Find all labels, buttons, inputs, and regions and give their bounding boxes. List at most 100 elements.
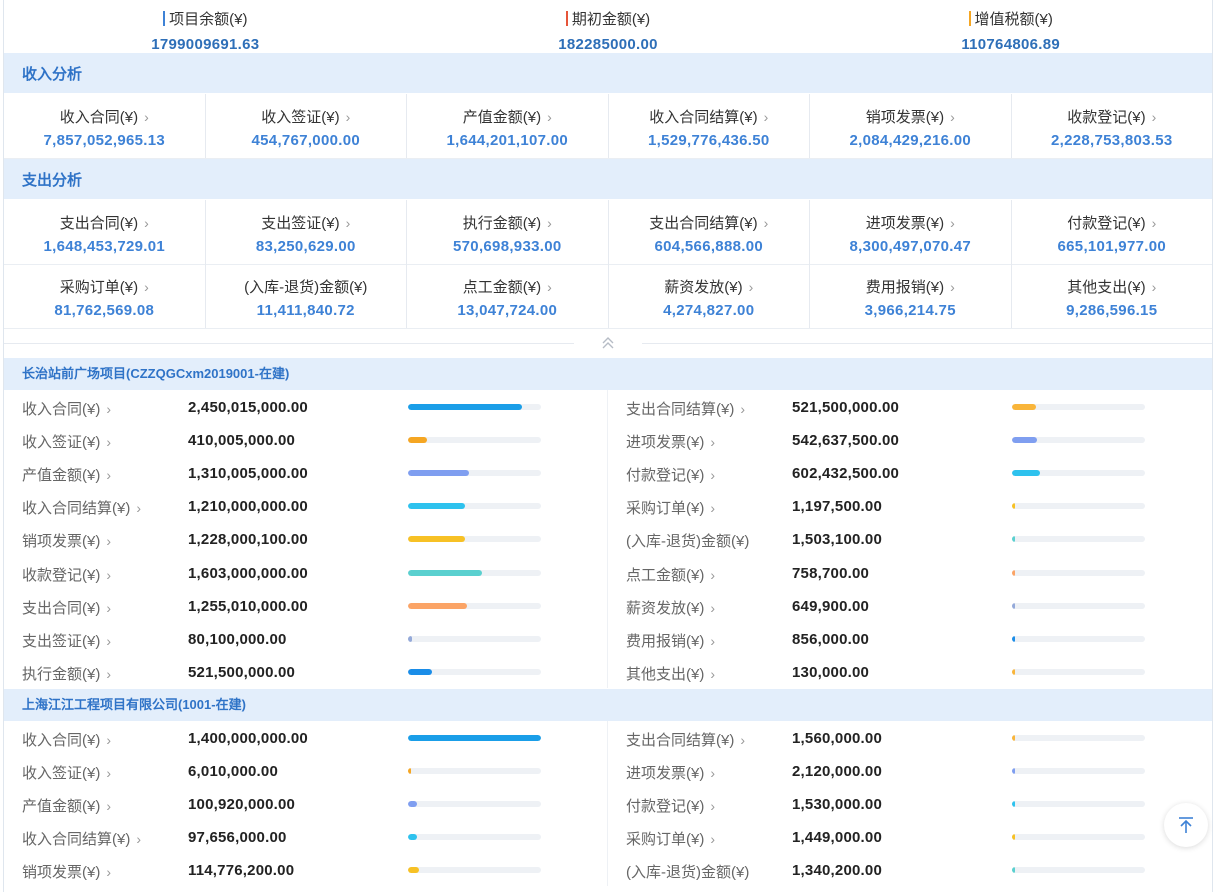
- metric-other-expense[interactable]: 其他支出(¥) › 9,286,596.15: [1012, 264, 1213, 328]
- progress-fill: [408, 834, 417, 841]
- chevron-right-icon: ›: [950, 279, 955, 295]
- project-metric-row[interactable]: 收入合同(¥) › 2,450,015,000.00: [22, 390, 582, 423]
- metric-label: 收入合同结算(¥) ›: [22, 828, 141, 849]
- metric-label: 收入合同(¥) ›: [22, 729, 111, 750]
- metric-income-settlement[interactable]: 收入合同结算(¥) › 1,529,776,436.50: [609, 94, 810, 158]
- metric-label: 执行金额(¥) ›: [22, 663, 111, 684]
- chevron-right-icon: ›: [1151, 279, 1157, 295]
- progress-fill: [408, 801, 417, 808]
- project-metric-row[interactable]: 收入签证(¥) › 410,005,000.00: [22, 423, 582, 456]
- chevron-right-icon: ›: [106, 434, 112, 451]
- chevron-right-icon: ›: [144, 279, 149, 295]
- project-header[interactable]: 上海江江工程项目有限公司(1001-在建): [4, 688, 1212, 721]
- summary-label: 期初金额(¥): [571, 11, 651, 28]
- project-metric-row[interactable]: 收入合同结算(¥) › 1,210,000,000.00: [22, 489, 582, 522]
- project-metric-row[interactable]: (入库-退货)金额(¥) 1,503,100.00: [626, 522, 1186, 555]
- metric-execution-amount[interactable]: 执行金额(¥) › 570,698,933.00: [407, 200, 609, 264]
- metric-value: 9,286,596.15: [1066, 302, 1158, 319]
- metric-stock-in-return[interactable]: (入库-退货)金额(¥) 11,411,840.72: [206, 264, 407, 328]
- metric-income-contract[interactable]: 收入合同(¥) › 7,857,052,965.13: [4, 94, 206, 158]
- chevron-right-icon: ›: [710, 765, 716, 781]
- metric-income-visa[interactable]: 收入签证(¥) › 454,767,000.00: [206, 94, 407, 158]
- progress-fill: [1012, 569, 1015, 576]
- chevron-right-icon: ›: [710, 467, 716, 484]
- metric-expense-settlement[interactable]: 支出合同结算(¥) › 604,566,888.00: [609, 200, 810, 264]
- chevron-right-icon: ›: [106, 533, 112, 550]
- accent-bar: [163, 11, 166, 26]
- progress-fill: [408, 668, 432, 675]
- project-metric-row[interactable]: 销项发票(¥) › 114,776,200.00: [22, 853, 582, 886]
- chevron-right-icon: ›: [106, 566, 112, 583]
- project-metric-row[interactable]: 支出签证(¥) › 80,100,000.00: [22, 622, 582, 655]
- project-metric-row[interactable]: 采购订单(¥) › 1,197,500.00: [626, 489, 1186, 522]
- project-metric-row[interactable]: 其他支出(¥) › 130,000.00: [626, 655, 1186, 688]
- metric-output-value[interactable]: 产值金额(¥) › 1,644,201,107.00: [407, 94, 609, 158]
- project-metric-row[interactable]: (入库-退货)金额(¥) 1,340,200.00: [626, 853, 1186, 886]
- project-header[interactable]: 长治站前广场项目(CZZQGCxm2019001-在建): [4, 358, 1212, 390]
- metric-value: 665,101,977.00: [1057, 238, 1166, 255]
- collapse-toggle[interactable]: [4, 329, 1212, 357]
- metric-expense-contract[interactable]: 支出合同(¥) › 1,648,453,729.01: [4, 200, 206, 264]
- progress-fill: [408, 734, 541, 741]
- project-metric-row[interactable]: 支出合同(¥) › 1,255,010,000.00: [22, 589, 582, 622]
- project-metric-row[interactable]: 收入签证(¥) › 6,010,000.00: [22, 754, 582, 787]
- project-metric-row[interactable]: 薪资发放(¥) › 649,900.00: [626, 589, 1186, 622]
- progress-track: [408, 834, 541, 841]
- back-to-top-button[interactable]: [1164, 803, 1208, 847]
- metric-label: 付款登记(¥) ›: [626, 464, 715, 485]
- progress-track: [1012, 569, 1145, 576]
- summary-label: 增值税额(¥): [974, 11, 1053, 28]
- metric-value: 521,500,000.00: [792, 399, 900, 416]
- metric-label: 点工金额(¥) ›: [626, 564, 715, 585]
- metric-label: 费用报销(¥): [865, 279, 945, 296]
- metric-expense-visa[interactable]: 支出签证(¥) › 83,250,629.00: [206, 200, 407, 264]
- metric-purchase-invoice[interactable]: 进项发票(¥) › 8,300,497,070.47: [810, 200, 1012, 264]
- metric-label-text: 采购订单(¥): [626, 831, 705, 849]
- progress-fill: [408, 768, 411, 774]
- project-metric-row[interactable]: 点工金额(¥) › 758,700.00: [626, 556, 1186, 589]
- metric-value: 1,449,000.00: [792, 829, 882, 847]
- metric-sales-invoice[interactable]: 销项发票(¥) › 2,084,429,216.00: [810, 94, 1012, 158]
- project-metric-row[interactable]: 收款登记(¥) › 1,603,000,000.00: [22, 556, 582, 589]
- progress-fill: [408, 569, 482, 576]
- chevron-right-icon: ›: [710, 632, 716, 649]
- progress-track: [1012, 404, 1145, 410]
- metric-value: 410,005,000.00: [188, 432, 296, 450]
- metric-label: 支出签证(¥): [261, 215, 340, 232]
- double-chevron-up-icon[interactable]: [598, 333, 618, 353]
- metric-payment-register[interactable]: 付款登记(¥) › 665,101,977.00: [1012, 200, 1213, 264]
- metric-label: 执行金额(¥): [462, 215, 542, 232]
- project-metric-row[interactable]: 执行金额(¥) › 521,500,000.00: [22, 655, 582, 688]
- project-metric-row[interactable]: 付款登记(¥) › 602,432,500.00: [626, 456, 1186, 489]
- project-metric-row[interactable]: 收入合同结算(¥) › 97,656,000.00: [22, 820, 582, 853]
- summary-value: 110764806.89: [961, 36, 1061, 53]
- project-metric-row[interactable]: 进项发票(¥) › 2,120,000.00: [626, 754, 1186, 787]
- metric-value: 1,644,201,107.00: [446, 132, 569, 149]
- project-metric-row[interactable]: 付款登记(¥) › 1,530,000.00: [626, 787, 1186, 820]
- metric-value: 1,503,100.00: [792, 531, 882, 549]
- metric-value: 2,450,015,000.00: [188, 399, 308, 416]
- project-metric-row[interactable]: 采购订单(¥) › 1,449,000.00: [626, 820, 1186, 853]
- metric-label: 收款登记(¥) ›: [22, 564, 111, 585]
- project-metric-row[interactable]: 销项发票(¥) › 1,228,000,100.00: [22, 522, 582, 555]
- chevron-right-icon: ›: [710, 434, 716, 451]
- metric-receipt-register[interactable]: 收款登记(¥) › 2,228,753,803.53: [1012, 94, 1213, 158]
- project-metric-row[interactable]: 产值金额(¥) › 100,920,000.00: [22, 787, 582, 820]
- summary-value: 182285000.00: [558, 36, 658, 53]
- project-metric-row[interactable]: 支出合同结算(¥) › 1,560,000.00: [626, 721, 1186, 754]
- metric-salary-payment[interactable]: 薪资发放(¥) › 4,274,827.00: [609, 264, 810, 328]
- project-metric-row[interactable]: 收入合同(¥) › 1,400,000,000.00: [22, 721, 582, 754]
- project-metric-row[interactable]: 进项发票(¥) › 542,637,500.00: [626, 423, 1186, 456]
- metric-value: 1,648,453,729.01: [43, 238, 166, 255]
- project-metric-row[interactable]: 产值金额(¥) › 1,310,005,000.00: [22, 456, 582, 489]
- project-metric-row[interactable]: 费用报销(¥) › 856,000.00: [626, 622, 1186, 655]
- chevron-right-icon: ›: [740, 731, 746, 748]
- metric-value: 81,762,569.08: [54, 302, 155, 319]
- metric-casual-labor[interactable]: 点工金额(¥) › 13,047,724.00: [407, 264, 609, 328]
- metric-label: 收入签证(¥) ›: [22, 431, 111, 452]
- project-metric-row[interactable]: 支出合同结算(¥) › 521,500,000.00: [626, 390, 1186, 423]
- metric-purchase-order[interactable]: 采购订单(¥) › 81,762,569.08: [4, 264, 206, 328]
- metric-value: 2,120,000.00: [792, 763, 882, 780]
- metric-expense-reimbursement[interactable]: 费用报销(¥) › 3,966,214.75: [810, 264, 1012, 328]
- progress-track: [408, 437, 541, 444]
